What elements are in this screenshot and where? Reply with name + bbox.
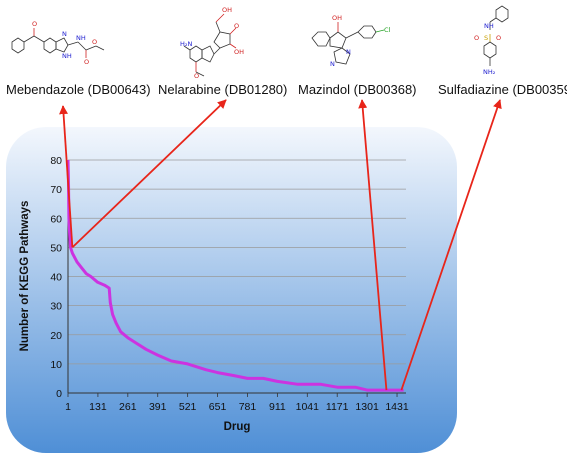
x-tick-label: 521 — [179, 401, 197, 413]
mazindol-atoms: OH Cl N N — [330, 14, 391, 68]
x-tick-labels: 1 131 261 391 521 651 781 911 1041 1171 1301 1431 — [65, 401, 409, 413]
y-tick-label: 30 — [50, 301, 62, 313]
svg-text:H₂N: H₂N — [180, 40, 192, 48]
svg-text:N: N — [346, 48, 351, 56]
nelarabine-atoms: OH O OH H₂N O — [180, 6, 244, 80]
callout-arrows — [59, 99, 502, 391]
y-tick-label: 80 — [50, 155, 62, 167]
sulfadiazine-atoms: NH S O O NH₂ — [474, 22, 501, 76]
series-line-0 — [66, 159, 404, 392]
y-tick-label: 40 — [50, 272, 62, 284]
mebendazole-atoms: O N NH NH O O — [32, 20, 97, 66]
x-tick-label: 1171 — [326, 401, 349, 413]
svg-text:O: O — [84, 58, 89, 66]
y-tick-label: 0 — [56, 388, 62, 400]
chart-gridlines — [68, 159, 406, 365]
y-tick-label: 10 — [50, 359, 62, 371]
arrow-sulfadiazine — [400, 99, 502, 391]
svg-text:N: N — [62, 30, 67, 38]
x-tick-label: 651 — [209, 401, 227, 413]
svg-text:NH₂: NH₂ — [483, 68, 496, 76]
svg-text:NH: NH — [62, 52, 72, 60]
svg-text:NH: NH — [484, 22, 494, 30]
svg-text:O: O — [92, 38, 97, 46]
drug-label-sulfadiazine: Sulfadiazine (DB00359) — [438, 82, 567, 97]
nelarabine-structure — [183, 13, 237, 77]
y-tick-label: 50 — [50, 242, 62, 254]
arrow-mazindol — [358, 99, 388, 391]
drug-label-mazindol: Mazindol (DB00368) — [298, 82, 417, 97]
arrow-mebendazole — [59, 105, 74, 248]
x-tick-label: 1 — [65, 401, 71, 413]
svg-text:NH: NH — [76, 34, 86, 42]
y-tick-label: 70 — [50, 184, 62, 196]
x-tick-label: 911 — [269, 401, 286, 413]
svg-text:Cl: Cl — [384, 26, 391, 34]
y-tick-labels: 0 10 20 30 40 50 60 70 80 — [50, 155, 62, 400]
svg-text:O: O — [496, 34, 501, 42]
drug-label-mebendazole: Mebendazole (DB00643) — [6, 82, 151, 97]
mebendazole-structure — [11, 28, 105, 58]
x-axis-title: Drug — [224, 421, 251, 433]
svg-text:OH: OH — [234, 48, 244, 56]
arrow-nelarabine — [71, 99, 227, 249]
x-tick-label: 261 — [119, 401, 137, 413]
x-tick-label: 1431 — [385, 401, 409, 413]
chart-panel — [6, 127, 457, 453]
svg-text:N: N — [330, 60, 335, 68]
svg-text:O: O — [474, 34, 479, 42]
chart-series — [66, 159, 404, 392]
x-tick-label: 1301 — [355, 401, 379, 413]
x-tick-label: 1041 — [296, 401, 320, 413]
y-tick-label: 60 — [50, 213, 62, 225]
x-tick-label: 781 — [239, 401, 257, 413]
x-tick-label: 391 — [149, 401, 167, 413]
svg-text:S: S — [484, 34, 488, 42]
drug-label-nelarabine: Nelarabine (DB01280) — [158, 82, 287, 97]
svg-text:O: O — [32, 20, 37, 28]
y-tick-label: 20 — [50, 330, 62, 342]
y-axis-title: Number of KEGG Pathways — [19, 201, 31, 352]
mazindol-structure — [311, 22, 385, 65]
svg-text:O: O — [234, 22, 239, 30]
sulfadiazine-structure — [483, 5, 509, 66]
svg-text:O: O — [194, 72, 199, 80]
svg-text:OH: OH — [332, 14, 342, 22]
x-tick-label: 131 — [89, 401, 107, 413]
svg-text:OH: OH — [222, 6, 232, 14]
